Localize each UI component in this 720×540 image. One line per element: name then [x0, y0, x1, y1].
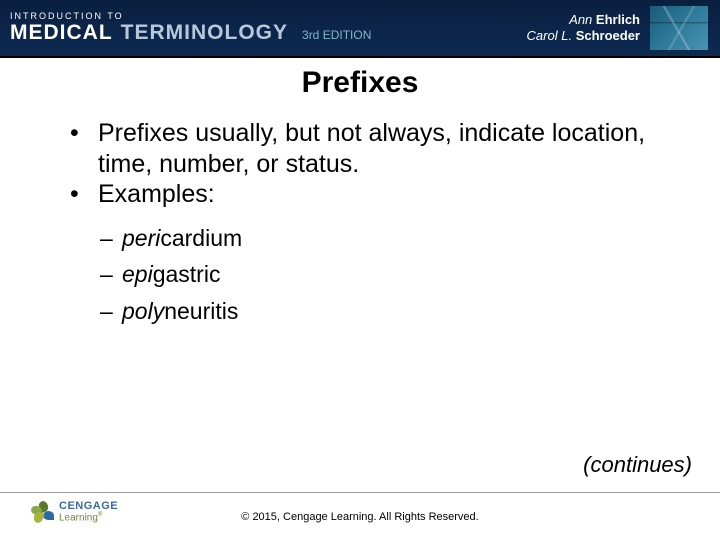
author-2-last: Schroeder [576, 28, 640, 43]
example-item: – polyneuritis [100, 293, 690, 330]
example-word: epigastric [122, 256, 220, 293]
header-title-bold: MEDICAL [10, 21, 113, 45]
bullet-marker: • [70, 179, 98, 210]
example-word: polyneuritis [122, 293, 238, 330]
header-edition: 3rd EDITION [302, 28, 371, 42]
authors-block: Ann Ehrlich Carol L. Schroeder [527, 12, 640, 45]
example-rest: cardium [160, 225, 242, 251]
header-title-light: TERMINOLOGY [121, 21, 288, 45]
example-prefix: epi [122, 261, 153, 287]
continues-label: (continues) [583, 452, 692, 478]
author-2-first: Carol L. [527, 28, 573, 43]
bullet-text: Examples: [98, 179, 215, 210]
brand-top: CENGAGE [59, 501, 118, 512]
bullet-item: • Prefixes usually, but not always, indi… [70, 118, 690, 179]
bullet-text: Prefixes usually, but not always, indica… [98, 118, 690, 179]
cengage-logo-text: CENGAGE Learning® [59, 501, 118, 523]
header-intro: INTRODUCTION TO [10, 11, 371, 21]
header-decorative-graphic [650, 6, 708, 50]
example-item: – pericardium [100, 220, 690, 257]
author-2: Carol L. Schroeder [527, 28, 640, 44]
example-word: pericardium [122, 220, 242, 257]
author-1-last: Ehrlich [596, 12, 640, 27]
cengage-logo: CENGAGE Learning® [32, 501, 118, 523]
dash-marker: – [100, 293, 122, 330]
header-title-block: INTRODUCTION TO MEDICAL TERMINOLOGY 3rd … [0, 11, 371, 45]
example-rest: gastric [153, 261, 221, 287]
bullet-marker: • [70, 118, 98, 179]
header-title-line: MEDICAL TERMINOLOGY 3rd EDITION [10, 21, 371, 45]
author-1: Ann Ehrlich [527, 12, 640, 28]
cengage-logo-icon [32, 501, 54, 523]
slide-title: Prefixes [30, 66, 690, 100]
example-item: – epigastric [100, 256, 690, 293]
slide-footer: CENGAGE Learning® © 2015, Cengage Learni… [0, 492, 720, 540]
example-prefix: poly [122, 298, 164, 324]
brand-bottom: Learning® [59, 512, 118, 523]
slide-header: INTRODUCTION TO MEDICAL TERMINOLOGY 3rd … [0, 0, 720, 56]
bullet-list-level2: – pericardium – epigastric – polyneuriti… [30, 220, 690, 330]
copyright-text: © 2015, Cengage Learning. All Rights Res… [241, 511, 478, 523]
example-rest: neuritis [164, 298, 238, 324]
bullet-list-level1: • Prefixes usually, but not always, indi… [30, 118, 690, 210]
dash-marker: – [100, 256, 122, 293]
header-right: Ann Ehrlich Carol L. Schroeder [527, 6, 708, 50]
author-1-first: Ann [569, 12, 592, 27]
example-prefix: peri [122, 225, 160, 251]
slide-content: Prefixes • Prefixes usually, but not alw… [0, 58, 720, 330]
bullet-item: • Examples: [70, 179, 690, 210]
dash-marker: – [100, 220, 122, 257]
